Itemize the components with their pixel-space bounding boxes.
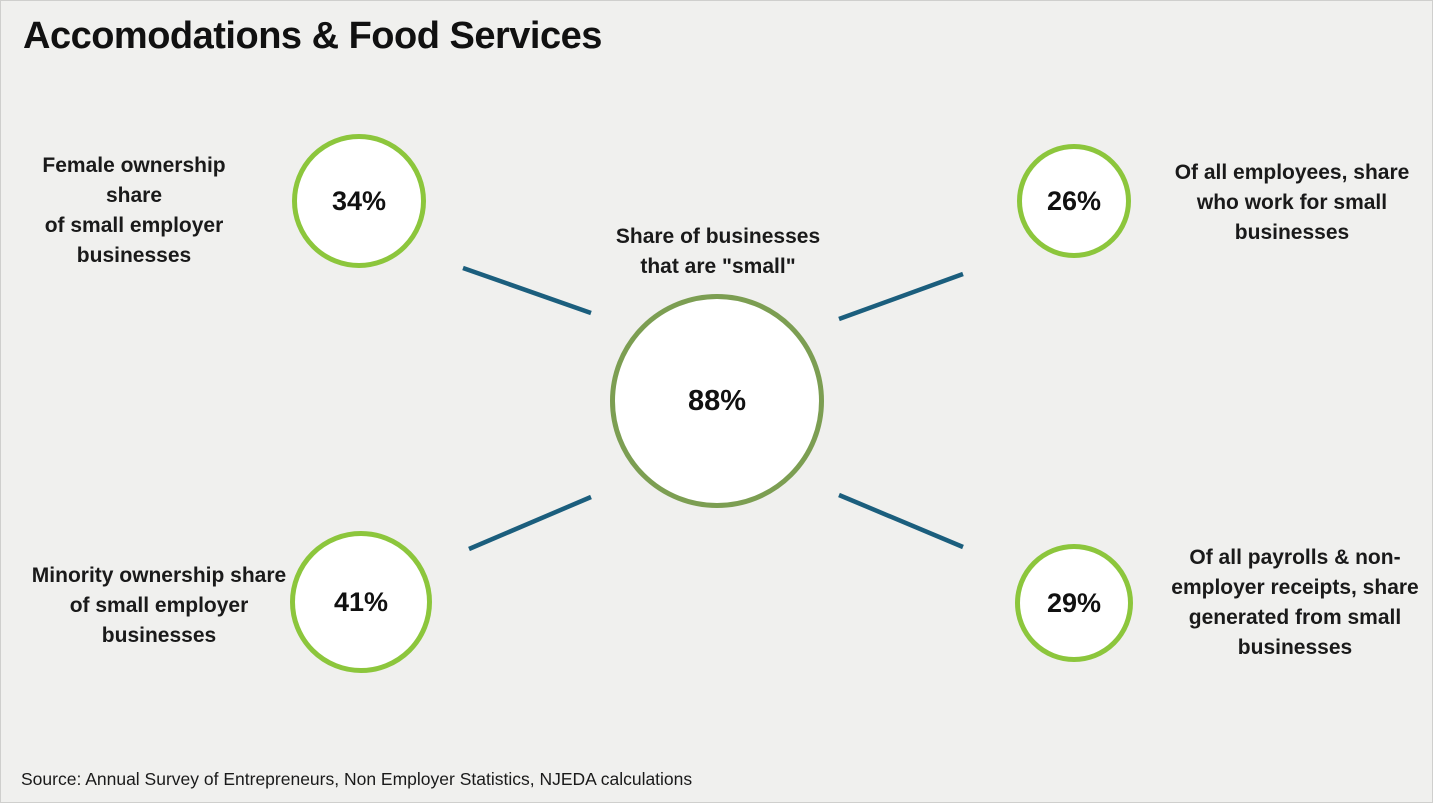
bubble-female-ownership: 34% — [292, 134, 426, 268]
connector-line-bottom-left — [468, 494, 592, 552]
bubble-value-share-small-businesses: 88% — [687, 384, 747, 417]
bubble-value-payrolls-receipts: 29% — [1046, 587, 1102, 618]
label-minority-ownership: Minority ownership share of small employ… — [31, 564, 287, 647]
bubble-value-female-ownership: 34% — [331, 185, 387, 216]
source-note: Source: Annual Survey of Entrepreneurs, … — [21, 769, 693, 789]
label-payrolls-receipts: Of all payrolls & non- employer receipts… — [1171, 546, 1419, 659]
bubble-employees-share: 26% — [1017, 144, 1131, 258]
connector-line-top-left — [462, 265, 592, 316]
bubble-payrolls-receipts: 29% — [1015, 544, 1133, 662]
label-share-small-businesses: Share of businesses that are "small" — [615, 225, 821, 278]
label-employees-share: Of all employees, share who work for sma… — [1174, 161, 1410, 244]
bubble-share-small-businesses: 88% — [610, 294, 824, 508]
label-female-ownership: Female ownership share of small employer… — [42, 154, 226, 267]
connector-line-bottom-right — [838, 492, 964, 550]
bubble-minority-ownership: 41% — [290, 531, 432, 673]
page-title: Accomodations & Food Services — [23, 15, 602, 57]
connector-line-top-right — [838, 271, 964, 322]
bubble-value-employees-share: 26% — [1046, 185, 1102, 216]
bubble-value-minority-ownership: 41% — [333, 586, 389, 617]
